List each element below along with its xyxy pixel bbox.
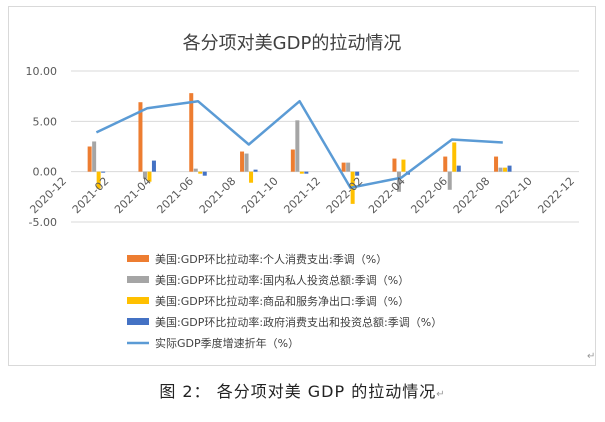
y-tick-label: 5.00 [33, 115, 58, 128]
x-tick-label: 2021-04 [112, 175, 154, 217]
legend-entry: 美国:GDP环比拉动率:国内私人投资总额:季调（%） [155, 273, 409, 287]
bar [295, 120, 300, 172]
legend-swatch [127, 297, 149, 304]
legend-entry: 实际GDP季度增速折年（%） [155, 336, 299, 350]
bar [503, 167, 508, 172]
y-axis-tick-labels: 10.00 5.00 0.00 -5.00 [26, 65, 58, 229]
x-tick-label: 2022-10 [493, 175, 535, 217]
bar [494, 156, 499, 172]
y-tick-label: 0.00 [33, 166, 58, 179]
legend-swatch [127, 276, 149, 283]
y-tick-label: 10.00 [26, 65, 58, 78]
bar [249, 171, 254, 183]
bar [392, 158, 397, 172]
bar [355, 171, 360, 176]
chart-frame: 各分项对美GDP的拉动情况 10.00 5.00 0.00 -5.00 2020-12… [8, 6, 596, 366]
legend-entry: 美国:GDP环比拉动率:个人消费支出:季调（%） [155, 252, 387, 266]
x-tick-label: 2021-08 [197, 175, 239, 217]
chart-title: 各分项对美GDP的拉动情况 [183, 33, 402, 54]
series-line [95, 99, 503, 190]
bar [447, 171, 452, 190]
bar [304, 171, 309, 174]
bar [253, 169, 258, 172]
bar [87, 146, 92, 172]
bar [193, 168, 198, 172]
bar-series [87, 93, 512, 204]
figure-caption: 图 2： 各分项对美 GDP 的拉动情况↵ [0, 378, 605, 402]
bar [138, 102, 143, 172]
bar [189, 93, 194, 172]
bar [443, 156, 448, 172]
bar [401, 159, 406, 172]
bar [498, 167, 503, 172]
bar [240, 151, 245, 172]
bar [507, 165, 512, 172]
x-tick-label: 2021-10 [239, 175, 281, 217]
chart-svg: 各分项对美GDP的拉动情况 10.00 5.00 0.00 -5.00 2020-12… [26, 33, 579, 350]
bar [341, 162, 346, 172]
x-tick-label: 2021-06 [154, 175, 196, 217]
x-tick-label: 2022-12 [535, 175, 577, 217]
legend: 美国:GDP环比拉动率:个人消费支出:季调（%） 美国:GDP环比拉动率:国内私人… [127, 252, 442, 350]
x-tick-label: 2022-08 [451, 175, 493, 217]
bar [456, 165, 461, 172]
bar [396, 171, 401, 192]
x-tick-label: 2021-02 [70, 175, 112, 217]
bar [151, 160, 156, 172]
bar [96, 171, 101, 189]
bar [244, 153, 249, 172]
caption-paragraph-mark: ↵ [436, 389, 446, 400]
x-tick-label: 2022-02 [324, 175, 366, 217]
bar [452, 142, 457, 172]
legend-swatch [127, 318, 149, 325]
bar [142, 171, 147, 179]
bar [290, 149, 295, 172]
bar [101, 171, 106, 173]
bar [299, 171, 304, 174]
x-tick-label: 2022-06 [408, 175, 450, 217]
line-series [95, 99, 503, 190]
x-tick-label: 2020-12 [27, 175, 69, 217]
legend-entry: 美国:GDP环比拉动率:政府消费支出和投资总额:季调（%） [155, 315, 442, 329]
x-axis-tick-labels: 2020-12 2021-02 2021-04 2021-06 2021-08 2021-… [27, 175, 577, 217]
bar [147, 171, 152, 182]
bar [198, 171, 203, 174]
bar [202, 171, 207, 176]
legend-swatch [127, 255, 149, 262]
bar [346, 162, 351, 172]
legend-entry: 美国:GDP环比拉动率:商品和服务净出口:季调（%） [155, 294, 409, 308]
bar [92, 141, 97, 172]
caption-text: 图 2： 各分项对美 GDP 的拉动情况 [159, 382, 437, 401]
y-tick-label: -5.00 [29, 216, 57, 229]
x-tick-label: 2021-12 [281, 175, 323, 217]
paragraph-mark: ↵ [587, 351, 596, 362]
